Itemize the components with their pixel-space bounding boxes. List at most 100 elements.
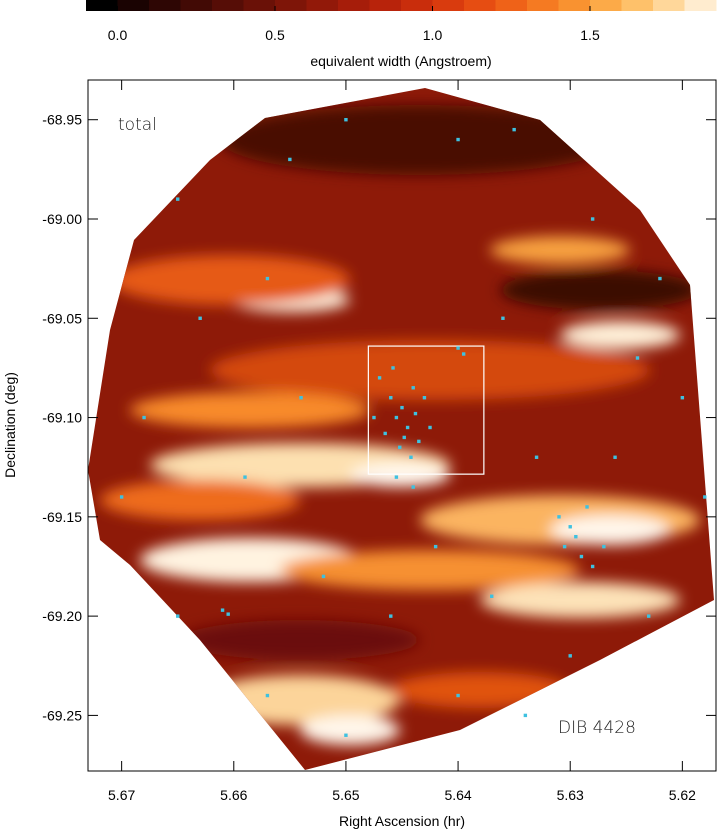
colorbar-swatch <box>432 0 465 11</box>
star-point <box>461 352 466 356</box>
star-point <box>557 515 561 519</box>
star-point <box>198 316 202 320</box>
y-axis-label: Declination (deg) <box>2 372 18 478</box>
y-tick-label: -69.20 <box>42 608 82 624</box>
star-point <box>562 544 567 549</box>
star-point <box>512 127 516 132</box>
colorbar-tick-label: 0.0 <box>108 27 128 43</box>
colorbar-swatch <box>306 0 339 11</box>
star-point <box>574 534 578 539</box>
star-point <box>344 733 348 737</box>
star-point <box>523 713 528 718</box>
star-point <box>176 614 180 618</box>
star-point <box>417 439 421 444</box>
y-tick-label: -69.00 <box>42 211 82 227</box>
star-point <box>490 594 494 598</box>
star-point <box>176 197 180 201</box>
x-tick-label: 5.64 <box>444 787 471 803</box>
star-point <box>411 485 415 489</box>
colorbar-swatch <box>149 0 181 11</box>
colorbar-swatch <box>243 0 276 11</box>
star-point <box>703 495 707 499</box>
star-point <box>377 376 382 380</box>
star-point <box>422 396 427 400</box>
star-point <box>411 386 415 390</box>
colorbar-swatch <box>275 0 307 11</box>
star-point <box>501 316 505 320</box>
y-tick-label: -69.15 <box>42 509 82 525</box>
y-tick-label: -69.05 <box>42 310 82 326</box>
y-tick-label: -69.25 <box>42 707 82 723</box>
star-point <box>456 137 460 142</box>
star-point <box>321 574 326 579</box>
star-point <box>613 455 617 459</box>
x-tick-label: 5.67 <box>108 787 135 803</box>
star-point <box>602 544 606 549</box>
star-point <box>568 654 572 658</box>
star-point <box>400 405 404 410</box>
colorbar-swatch <box>401 0 433 11</box>
star-point <box>456 693 460 698</box>
region-box <box>367 345 485 475</box>
star-point <box>680 396 685 400</box>
colorbar-swatch <box>117 0 150 11</box>
star-point <box>299 396 303 400</box>
star-point <box>635 356 640 360</box>
y-tick-label: -69.10 <box>42 410 82 426</box>
star-point <box>383 431 387 436</box>
colorbar-swatch <box>590 0 622 11</box>
star-point <box>389 614 393 618</box>
colorbar-swatch <box>621 0 654 11</box>
x-tick-label: 5.63 <box>557 787 584 803</box>
colorbar-swatch <box>527 0 559 11</box>
colorbar-swatch <box>369 0 402 11</box>
star-point <box>647 614 651 618</box>
colorbar-tick-label: 1.0 <box>423 27 443 43</box>
star-point <box>658 276 662 281</box>
star-point <box>579 554 584 559</box>
star-point <box>433 544 438 549</box>
colorbar-swatch <box>86 0 118 11</box>
star-point <box>391 366 395 370</box>
colorbar-swatch <box>212 0 244 11</box>
x-axis-label: Right Ascension (hr) <box>339 813 465 829</box>
star-point <box>402 435 406 440</box>
star-point <box>372 415 376 420</box>
star-point <box>590 217 595 221</box>
colorbar-swatch <box>464 0 496 11</box>
star-point <box>265 276 270 281</box>
star-point <box>409 455 413 459</box>
star-point <box>142 415 146 420</box>
colorbar-tick-label: 1.5 <box>580 27 600 43</box>
star-point <box>428 425 432 430</box>
plot-frame <box>87 79 717 772</box>
star-point <box>568 525 572 529</box>
x-tick-label: 5.66 <box>220 787 247 803</box>
star-point <box>265 693 270 698</box>
star-point <box>344 118 348 122</box>
star-point <box>585 505 589 509</box>
x-tick-label: 5.62 <box>669 787 696 803</box>
star-point <box>534 455 539 459</box>
star-point <box>288 157 292 162</box>
annotation: DIB 4428 <box>558 718 636 738</box>
star-point <box>590 564 595 569</box>
star-point <box>405 425 410 430</box>
star-point <box>226 612 230 616</box>
star-point <box>394 415 399 420</box>
colorbar-swatch <box>684 0 717 11</box>
colorbar-swatch <box>338 0 370 11</box>
colorbar-label: equivalent width (Angstroem) <box>310 53 491 69</box>
star-point <box>394 475 399 479</box>
star-point <box>456 346 460 350</box>
colorbar-swatch <box>180 0 213 11</box>
star-point <box>119 495 124 499</box>
map-shading <box>88 88 714 770</box>
star-point <box>220 608 225 612</box>
colorbar-swatch <box>653 0 685 11</box>
star-point <box>389 396 393 400</box>
y-tick-label: -68.95 <box>42 112 82 128</box>
x-tick-label: 5.65 <box>332 787 359 803</box>
star-point <box>243 475 247 479</box>
